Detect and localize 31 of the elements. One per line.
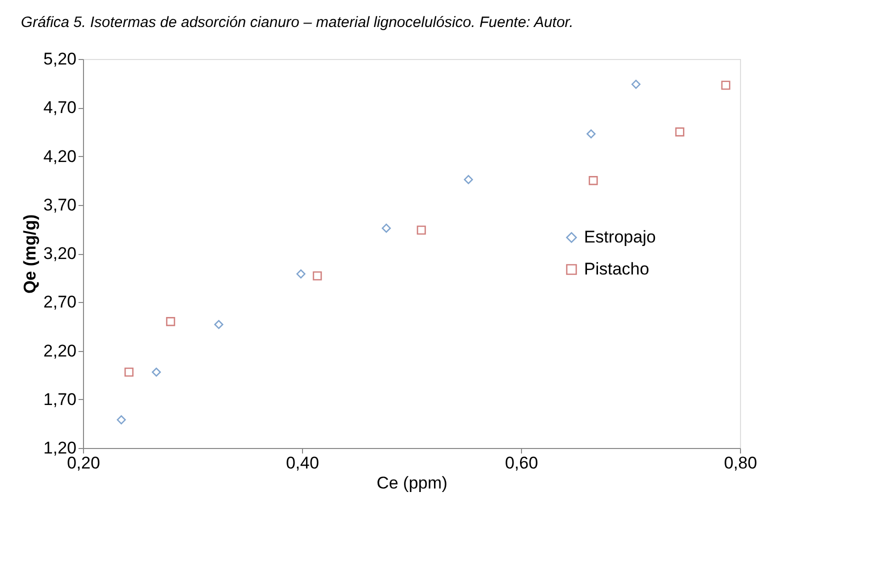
legend-label: Pistacho xyxy=(584,260,650,278)
point xyxy=(124,368,134,377)
point xyxy=(631,80,640,89)
point xyxy=(296,269,306,278)
x-tick-label: 0,80 xyxy=(724,454,758,472)
y-tick-label: 2,70 xyxy=(43,292,76,312)
legend-label: Estropajo xyxy=(584,228,656,246)
point xyxy=(116,415,126,424)
point xyxy=(721,80,730,90)
point xyxy=(166,317,176,326)
y-axis-title: Qe (mg/g) xyxy=(20,214,40,294)
y-tick-label: 5,20 xyxy=(43,50,76,68)
point xyxy=(464,175,473,184)
x-tick-label: 0,60 xyxy=(504,454,538,472)
point xyxy=(675,127,684,136)
point xyxy=(586,129,596,138)
y-tick-label: 1,70 xyxy=(43,390,76,409)
y-tick-label: 4,70 xyxy=(43,98,76,118)
x-tick-label: 0,40 xyxy=(286,454,320,472)
point xyxy=(382,224,391,233)
point xyxy=(152,368,161,377)
point xyxy=(312,271,322,280)
point xyxy=(588,176,598,186)
y-tick-label: 2,20 xyxy=(43,341,76,360)
point xyxy=(416,226,426,235)
y-tick-label: 3,20 xyxy=(43,244,76,263)
point xyxy=(214,320,224,330)
y-tick-label: 4,20 xyxy=(43,146,76,166)
x-axis-title: Ce (ppm) xyxy=(376,474,448,492)
y-tick-label: 3,70 xyxy=(43,195,76,214)
chart-title: Gráfica 5. Isotermas de adsorción cianuro – material lignocelulósico. Fuente: Autor. xyxy=(20,14,574,31)
